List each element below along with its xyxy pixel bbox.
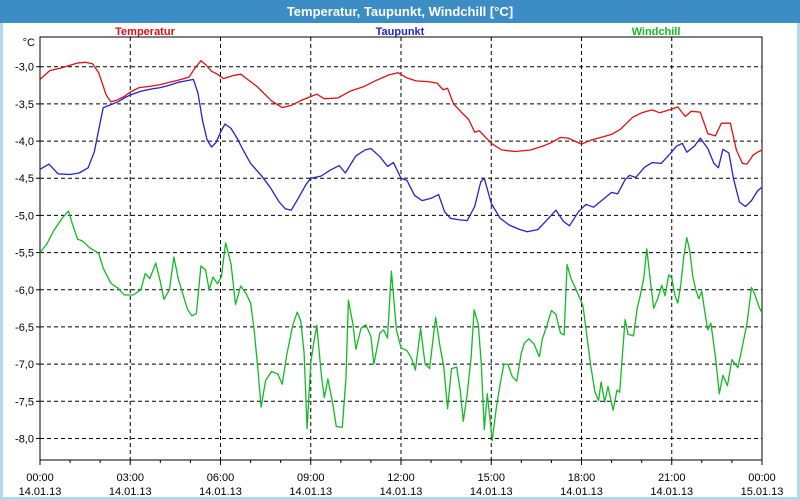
svg-text:14.01.13: 14.01.13 — [289, 486, 332, 497]
svg-text:18:00: 18:00 — [568, 472, 596, 484]
svg-text:14.01.13: 14.01.13 — [650, 486, 693, 497]
svg-text:14.01.13: 14.01.13 — [199, 486, 242, 497]
legend-item-temperatur: Temperatur — [115, 26, 175, 38]
svg-text:00:00: 00:00 — [26, 472, 54, 484]
svg-text:15.01.13: 15.01.13 — [741, 486, 784, 497]
svg-text:14.01.13: 14.01.13 — [380, 486, 423, 497]
window-titlebar: Temperatur, Taupunkt, Windchill [°C] — [0, 0, 800, 23]
svg-text:03:00: 03:00 — [116, 472, 144, 484]
svg-text:14.01.13: 14.01.13 — [560, 486, 603, 497]
svg-text:15:00: 15:00 — [477, 472, 505, 484]
svg-text:-4,0: -4,0 — [15, 136, 34, 148]
svg-text:-8,0: -8,0 — [15, 433, 34, 445]
svg-text:00:00: 00:00 — [748, 472, 776, 484]
chart-area: Temperatur Taupunkt Windchill °C -3,0 -3,… — [3, 23, 797, 497]
svg-text:-6,5: -6,5 — [15, 322, 34, 334]
svg-text:14.01.13: 14.01.13 — [109, 486, 152, 497]
plot-svg: -3,0 -3,5 -4,0 -4,5 -5,0 -5,5 -6,0 -6,5 -7,0 -7,5… — [15, 36, 784, 497]
svg-text:06:00: 06:00 — [207, 472, 235, 484]
svg-text:-3,5: -3,5 — [15, 99, 34, 111]
svg-text:-6,0: -6,0 — [15, 285, 34, 297]
svg-text:21:00: 21:00 — [658, 472, 686, 484]
svg-text:-3,0: -3,0 — [15, 62, 34, 74]
window-title: Temperatur, Taupunkt, Windchill [°C] — [286, 4, 514, 19]
svg-text:09:00: 09:00 — [297, 472, 325, 484]
svg-text:14.01.13: 14.01.13 — [19, 486, 62, 497]
svg-text:12:00: 12:00 — [387, 472, 415, 484]
svg-text:-7,0: -7,0 — [15, 359, 34, 371]
legend-item-windchill: Windchill — [631, 26, 681, 38]
y-axis-unit-label: °C — [22, 37, 35, 49]
svg-text:-5,0: -5,0 — [15, 210, 34, 222]
svg-text:14.01.13: 14.01.13 — [470, 486, 513, 497]
svg-text:-7,5: -7,5 — [15, 396, 34, 408]
svg-text:-4,5: -4,5 — [15, 173, 34, 185]
legend-item-taupunkt: Taupunkt — [375, 26, 425, 38]
svg-text:-5,5: -5,5 — [15, 248, 34, 260]
